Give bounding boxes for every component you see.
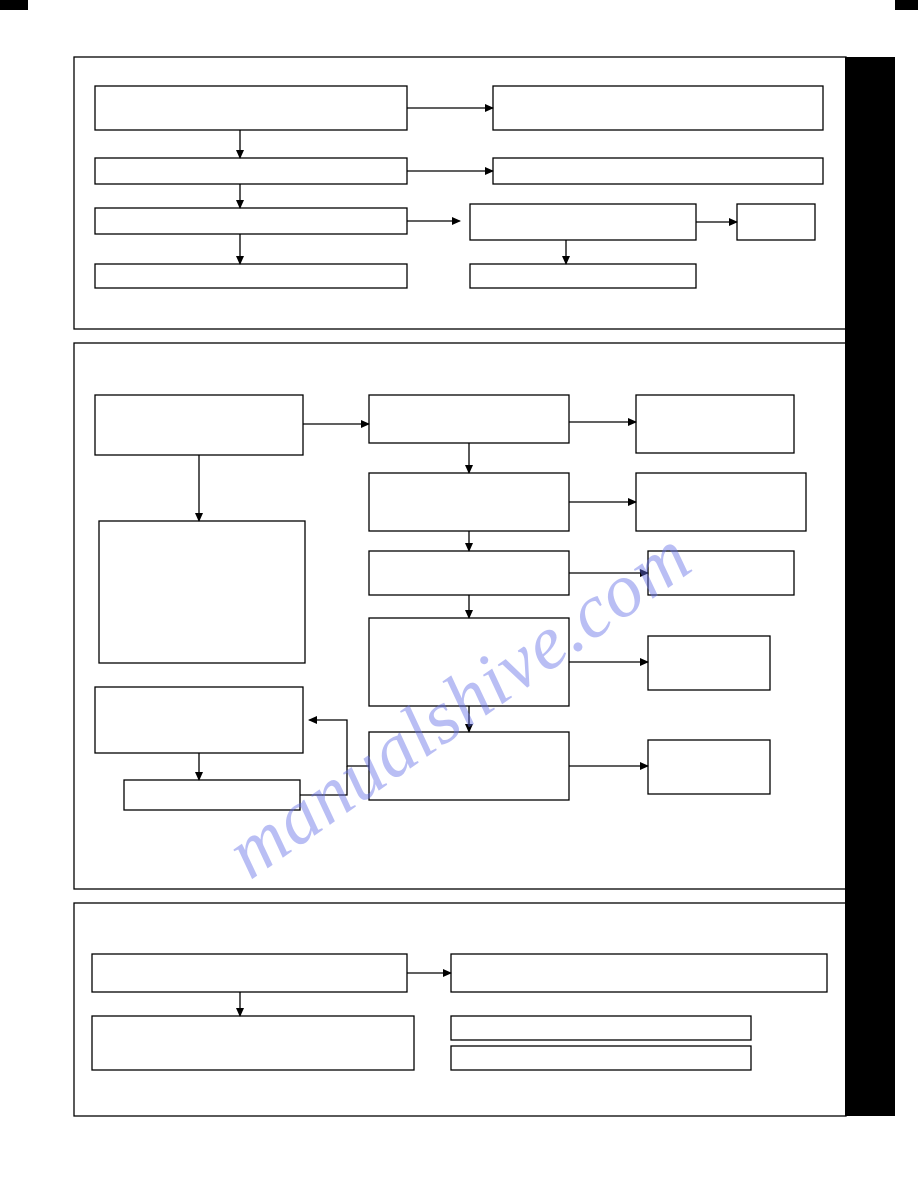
box-b11 [95, 687, 303, 753]
box-a9 [470, 264, 696, 288]
box-b3 [636, 395, 794, 453]
box-c1 [92, 954, 407, 992]
box-a3 [95, 158, 407, 184]
box-b10 [648, 636, 770, 690]
box-b4 [369, 473, 569, 531]
box-c3 [92, 1016, 414, 1070]
side-bar [845, 57, 895, 1116]
box-a5 [95, 208, 407, 234]
box-b5 [636, 473, 806, 531]
box-b13 [648, 740, 770, 794]
box-b8 [648, 551, 794, 595]
box-b2 [369, 395, 569, 443]
box-a4 [493, 158, 823, 184]
box-b12 [369, 732, 569, 800]
box-c5 [451, 1046, 751, 1070]
corner-mark-0 [0, 0, 28, 10]
flowchart-diagram [0, 0, 918, 1188]
corner-mark-1 [895, 0, 918, 10]
box-b9 [369, 618, 569, 706]
box-a1 [95, 86, 407, 130]
elbow-arrow-0 [309, 720, 369, 766]
elbow-connector-1 [300, 766, 347, 795]
box-b14 [124, 780, 300, 810]
box-b6 [99, 521, 305, 663]
box-c4 [451, 1016, 751, 1040]
panel-c [74, 903, 846, 1116]
box-b7 [369, 551, 569, 595]
box-b1 [95, 395, 303, 455]
box-a6 [470, 204, 696, 240]
box-a2 [493, 86, 823, 130]
box-c2 [451, 954, 827, 992]
box-a8 [95, 264, 407, 288]
box-a7 [737, 204, 815, 240]
